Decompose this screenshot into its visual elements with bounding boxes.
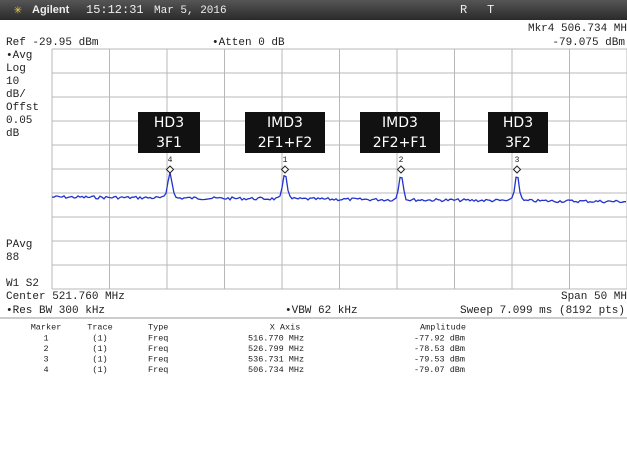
ref-level: Ref -29.95 dBm: [6, 37, 99, 49]
side-label: W1 S2: [6, 278, 39, 290]
annotation-box: [245, 112, 325, 153]
side-label: dB: [6, 128, 20, 140]
table-cell: 1: [43, 333, 48, 343]
vbw: •VBW 62 kHz: [285, 305, 358, 317]
marker-number: 2: [399, 156, 404, 165]
sweep: Sweep 7.099 ms (8192 pts): [460, 305, 625, 317]
table-cell: -79.53 dBm: [414, 354, 465, 364]
annotation-text: 3F2: [505, 135, 531, 151]
marker-number: 1: [283, 156, 288, 165]
table-cell: 536.731 MHz: [248, 354, 304, 364]
res-bw: •Res BW 300 kHz: [6, 305, 105, 317]
flag: T: [487, 3, 494, 17]
table-cell: -79.07 dBm: [414, 365, 465, 375]
marker-number: 4: [168, 156, 173, 165]
graticule: [51, 48, 627, 290]
icon: ✳: [14, 2, 22, 17]
table-cell: 2: [43, 344, 48, 354]
table-header: Marker: [31, 322, 62, 332]
annotation-text: HD3: [503, 115, 533, 131]
table-header: Trace: [87, 322, 113, 332]
side-label: 0.05: [6, 115, 32, 127]
table-cell: Freq: [148, 365, 168, 375]
table-cell: (1): [92, 333, 107, 343]
annotation-text: 2F1+F2: [258, 135, 313, 151]
marker-diamond: [165, 165, 175, 174]
side-label: 88: [6, 252, 19, 264]
annotation-text: 3F1: [156, 135, 182, 151]
span: Span 50 MH: [561, 291, 627, 303]
trace: [51, 172, 626, 204]
marker-diamond: [396, 165, 406, 174]
table-cell: -77.92 dBm: [414, 333, 465, 343]
annotation-text: IMD3: [267, 115, 303, 131]
table-header: Amplitude: [420, 322, 466, 332]
side-label: Log: [6, 63, 26, 75]
annotation-text: HD3: [154, 115, 184, 131]
flag: R: [460, 3, 467, 17]
side-label: PAvg: [6, 239, 32, 251]
table-cell: (1): [92, 354, 107, 364]
table-cell: 516.770 MHz: [248, 333, 304, 343]
side-label: 10: [6, 76, 19, 88]
table-cell: -78.53 dBm: [414, 344, 465, 354]
side-label: •Avg: [6, 50, 32, 62]
time: 15:12:31: [86, 3, 144, 17]
marker-amplitude: -79.075 dBm: [552, 37, 625, 49]
table-cell: 506.734 MHz: [248, 365, 304, 375]
annotation-box: [360, 112, 440, 153]
annotation-box: [138, 112, 200, 153]
table-header: Type: [148, 322, 168, 332]
status-bar: [0, 0, 627, 20]
side-label: Offst: [6, 102, 39, 114]
atten: •Atten 0 dB: [212, 37, 285, 49]
marker-diamond: [512, 165, 522, 174]
marker-number: 3: [515, 156, 520, 165]
table-cell: Freq: [148, 344, 168, 354]
brand: Agilent: [32, 4, 70, 16]
table-cell: (1): [92, 365, 107, 375]
table-cell: Freq: [148, 333, 168, 343]
table-cell: 526.799 MHz: [248, 344, 304, 354]
annotation-box: [488, 112, 548, 153]
side-label: dB/: [6, 89, 26, 101]
marker-diamond: [280, 165, 290, 174]
table-cell: (1): [92, 344, 107, 354]
marker-readout: Mkr4 506.734 MH: [528, 23, 627, 35]
annotation-text: IMD3: [382, 115, 418, 131]
annotation-text: 2F2+F1: [373, 135, 428, 151]
date: Mar 5, 2016: [154, 5, 227, 17]
table-cell: 4: [43, 365, 48, 375]
table-cell: Freq: [148, 354, 168, 364]
center-freq: Center 521.760 MHz: [6, 291, 125, 303]
table-cell: 3: [43, 354, 48, 364]
table-header: X Axis: [270, 322, 301, 332]
